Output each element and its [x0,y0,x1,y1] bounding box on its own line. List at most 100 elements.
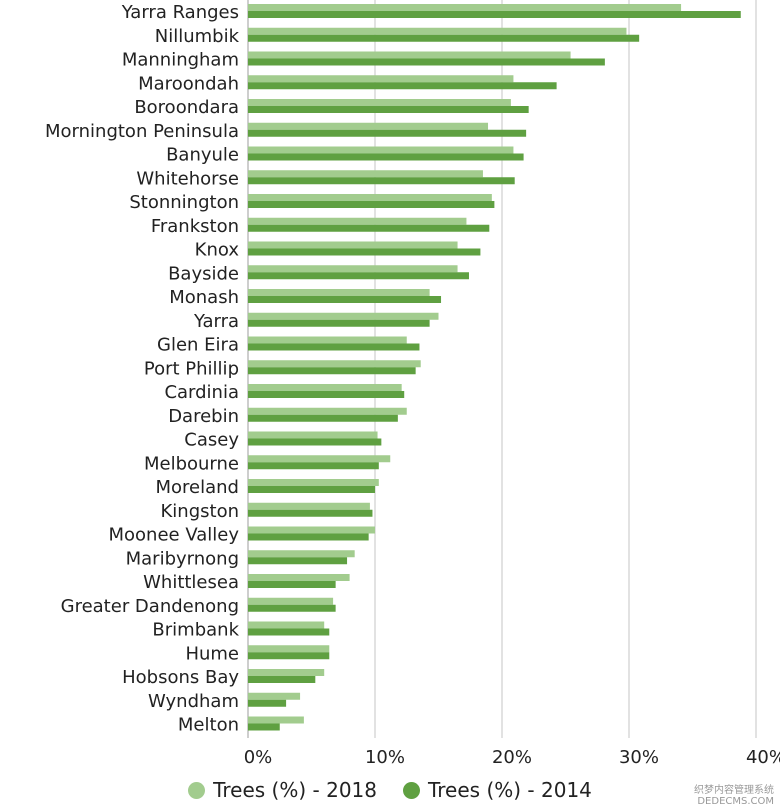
bar-2018[interactable] [248,550,355,558]
bar-2018[interactable] [248,360,421,368]
bar-2018[interactable] [248,51,571,59]
legend-marker-2018 [188,781,206,799]
bar-2014[interactable] [248,343,420,351]
category-label: Casey [184,430,239,451]
bar-2018[interactable] [248,217,467,225]
category-label: Kingston [161,501,240,522]
bar-2018[interactable] [248,336,407,344]
bar-2014[interactable] [248,177,515,185]
bar-2014[interactable] [248,391,405,398]
category-label: Darebin [168,406,239,427]
bar-2018[interactable] [248,574,350,581]
category-label: Yarra [193,311,239,332]
bar-2014[interactable] [248,604,336,612]
bar-2014[interactable] [248,628,330,636]
bar-2014[interactable] [248,248,481,256]
category-label: Brimbank [152,620,239,641]
bar-2014[interactable] [248,533,369,541]
category-label: Hobsons Bay [122,667,239,688]
bar-2014[interactable] [248,106,529,113]
bar-2014[interactable] [248,319,430,327]
bar-2018[interactable] [248,621,325,629]
bar-2014[interactable] [248,414,398,422]
bar-2018[interactable] [248,241,458,249]
bar-2014[interactable] [248,272,469,280]
category-label: Frankston [151,216,239,237]
category-label: Stonnington [129,192,239,213]
category-label: Greater Dandenong [61,596,239,617]
bar-2018[interactable] [248,645,330,653]
bar-2014[interactable] [248,11,741,18]
category-label: Banyule [166,145,239,166]
x-tick-label: 40% [746,747,780,768]
bar-2014[interactable] [248,34,640,42]
legend-item-2014[interactable]: Trees (%) - 2014 [403,778,592,802]
bar-2018[interactable] [248,99,511,106]
bar-2014[interactable] [248,462,379,470]
bar-2014[interactable] [248,652,330,660]
bar-2018[interactable] [248,4,682,11]
bar-2014[interactable] [248,723,280,731]
bar-2014[interactable] [248,58,605,66]
category-label: Wyndham [148,691,239,712]
bar-2018[interactable] [248,289,430,296]
bar-2018[interactable] [248,479,379,486]
legend: Trees (%) - 2018 Trees (%) - 2014 [0,772,780,808]
category-label: Port Phillip [144,358,239,379]
bar-2014[interactable] [248,153,524,161]
category-label: Glen Eira [157,335,239,356]
bars [248,4,741,731]
bar-2018[interactable] [248,455,391,463]
bar-2018[interactable] [248,384,402,391]
bar-2018[interactable] [248,146,514,154]
bar-2018[interactable] [248,597,334,605]
category-labels: Yarra Ranges Nillumbik ManninghamMaroondah… [45,2,240,736]
x-tick-labels: 0% 10% 20% 30% 40% [244,747,780,768]
category-label: Knox [195,240,240,261]
bar-2014[interactable] [248,367,416,375]
bar-2018[interactable] [248,194,492,201]
bar-2018[interactable] [248,716,304,724]
bar-2014[interactable] [248,581,336,588]
bar-2018[interactable] [248,75,514,83]
bar-2018[interactable] [248,265,458,273]
bar-2014[interactable] [248,224,490,232]
category-label: Nillumbik [155,26,240,47]
bar-2014[interactable] [248,676,316,683]
category-label: Yarra Ranges [121,2,239,23]
bar-2014[interactable] [248,201,495,208]
legend-label-2018: Trees (%) - 2018 [213,778,377,802]
bar-2018[interactable] [248,431,378,439]
bar-2018[interactable] [248,170,483,178]
category-label: Cardinia [164,382,239,403]
bar-2014[interactable] [248,557,348,565]
bar-2018[interactable] [248,526,375,534]
bar-2018[interactable] [248,502,370,510]
bar-2014[interactable] [248,296,442,303]
bar-2018[interactable] [248,692,301,700]
bar-2018[interactable] [248,407,407,415]
category-label: Hume [185,643,239,664]
category-label: Moonee Valley [108,525,239,546]
bar-2014[interactable] [248,509,373,517]
legend-item-2018[interactable]: Trees (%) - 2018 [188,778,377,802]
bar-2018[interactable] [248,312,439,320]
category-label: Bayside [168,263,239,284]
x-tick-label: 20% [492,747,532,768]
bar-2018[interactable] [248,27,627,35]
bar-2014[interactable] [248,129,527,137]
watermark-line2: DEDECMS.COM [697,796,774,807]
watermark: 织梦内容管理系统 DEDECMS.COM [694,785,774,807]
bar-2014[interactable] [248,486,375,493]
bar-2018[interactable] [248,122,489,130]
bar-chart: Yarra Ranges Nillumbik ManninghamMaroondah… [45,0,780,768]
x-tick-label: 30% [619,747,659,768]
category-label: Boroondara [134,97,239,118]
bar-2014[interactable] [248,699,287,707]
category-label: Melton [178,715,239,736]
bar-2014[interactable] [248,82,557,90]
bar-2014[interactable] [248,438,382,446]
category-label: Maroondah [138,73,239,94]
category-label: Whittlesea [143,572,239,593]
bar-2018[interactable] [248,669,325,676]
